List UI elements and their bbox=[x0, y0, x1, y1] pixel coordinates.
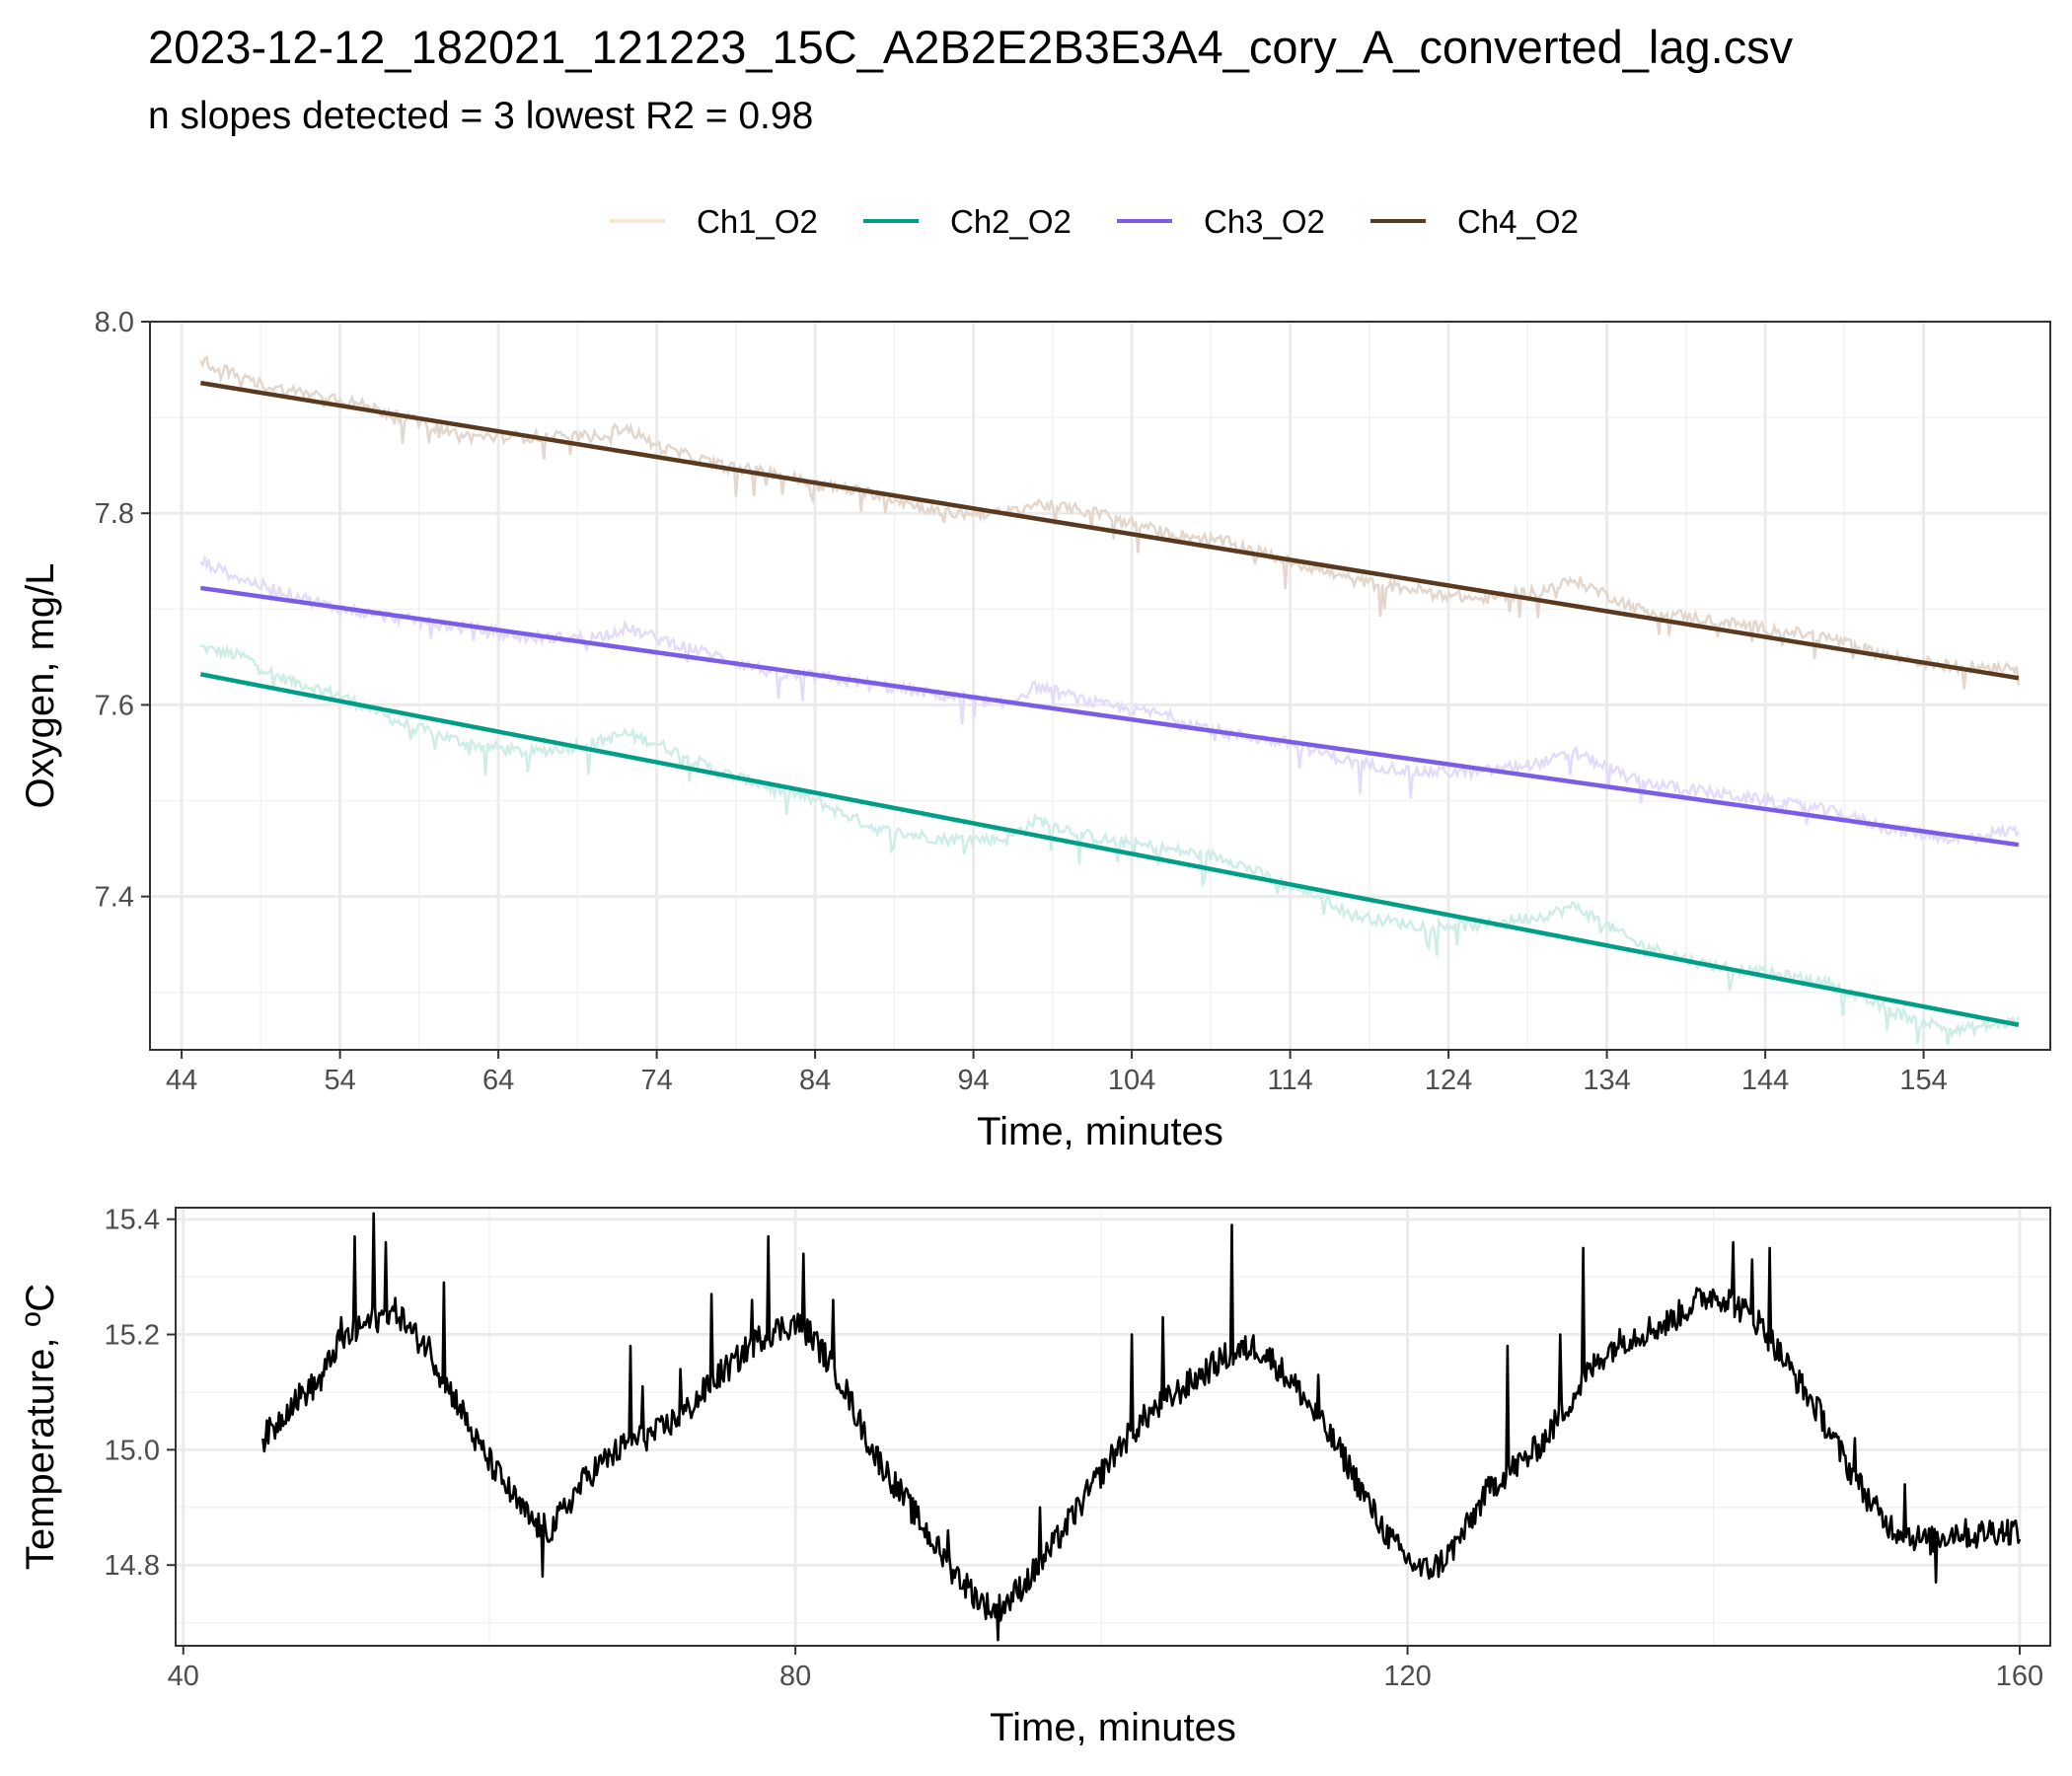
y-tick-label: 7.8 bbox=[95, 498, 134, 530]
oxygen-panel: 44 54 64 74 84 94 104 114 124 134 144 154 7.4 7.6 7.8 8… bbox=[19, 307, 2051, 1153]
y-axis-title: Oxygen, mg/L bbox=[19, 562, 62, 808]
x-tick-label: 74 bbox=[640, 1065, 672, 1096]
x-axis-title: Time, minutes bbox=[977, 1110, 1223, 1153]
y-tick-label: 15.0 bbox=[105, 1435, 160, 1466]
legend-label-Ch1_O2: Ch1_O2 bbox=[697, 203, 818, 240]
x-tick-label: 160 bbox=[1996, 1661, 2043, 1692]
y-tick-label: 7.4 bbox=[95, 882, 134, 914]
x-axis-title: Time, minutes bbox=[990, 1706, 1236, 1749]
chart-subtitle: n slopes detected = 3 lowest R2 = 0.98 bbox=[148, 95, 813, 137]
y-tick-label: 15.2 bbox=[105, 1320, 160, 1352]
y-axis-title: Temperature, ºC bbox=[19, 1284, 62, 1570]
raw-trace-Ch3_O2 bbox=[199, 554, 2020, 847]
x-tick-label: 80 bbox=[779, 1661, 811, 1692]
temperature-panel: 40 80 120 160 14.8 15.0 15.2 15.4 Time, minutes T… bbox=[19, 1205, 2051, 1749]
y-tick-label: 14.8 bbox=[105, 1550, 160, 1582]
y-tick-label: 8.0 bbox=[95, 307, 134, 338]
legend: Ch1_O2 Ch2_O2 Ch3_O2 Ch4_O2 bbox=[610, 203, 1579, 240]
x-tick-label: 114 bbox=[1267, 1065, 1312, 1096]
x-tick-label: 94 bbox=[957, 1065, 989, 1096]
x-tick-label: 64 bbox=[482, 1065, 514, 1096]
x-tick-label: 84 bbox=[799, 1065, 831, 1096]
x-tick-label: 104 bbox=[1108, 1065, 1155, 1096]
x-tick-label: 144 bbox=[1741, 1065, 1789, 1096]
x-tick-label: 154 bbox=[1899, 1065, 1947, 1096]
y-tick-label: 7.6 bbox=[95, 690, 134, 721]
legend-label-Ch3_O2: Ch3_O2 bbox=[1204, 203, 1325, 240]
panel-border bbox=[149, 321, 2051, 1051]
x-tick-label: 54 bbox=[324, 1065, 355, 1096]
x-tick-label: 124 bbox=[1425, 1065, 1472, 1096]
fit-line-Ch4_O2 bbox=[199, 380, 2020, 681]
legend-label-Ch2_O2: Ch2_O2 bbox=[950, 203, 1072, 240]
x-tick-label: 120 bbox=[1383, 1661, 1431, 1692]
temperature-line bbox=[261, 1212, 2022, 1642]
raw-trace-Ch4_O2 bbox=[199, 355, 2021, 690]
x-tick-label: 40 bbox=[168, 1661, 199, 1692]
fit-line-Ch3_O2 bbox=[200, 585, 2020, 848]
x-tick-label: 44 bbox=[166, 1065, 197, 1096]
y-tick-label: 15.4 bbox=[105, 1205, 160, 1236]
fit-line-Ch2_O2 bbox=[199, 672, 2020, 1027]
x-tick-label: 134 bbox=[1583, 1065, 1630, 1096]
chart-title: 2023-12-12_182021_121223_15C_A2B2E2B3E3A… bbox=[148, 21, 1794, 73]
panel-border bbox=[175, 1207, 2051, 1647]
raw-trace-Ch2_O2 bbox=[199, 643, 2021, 1046]
legend-label-Ch4_O2: Ch4_O2 bbox=[1457, 203, 1579, 240]
